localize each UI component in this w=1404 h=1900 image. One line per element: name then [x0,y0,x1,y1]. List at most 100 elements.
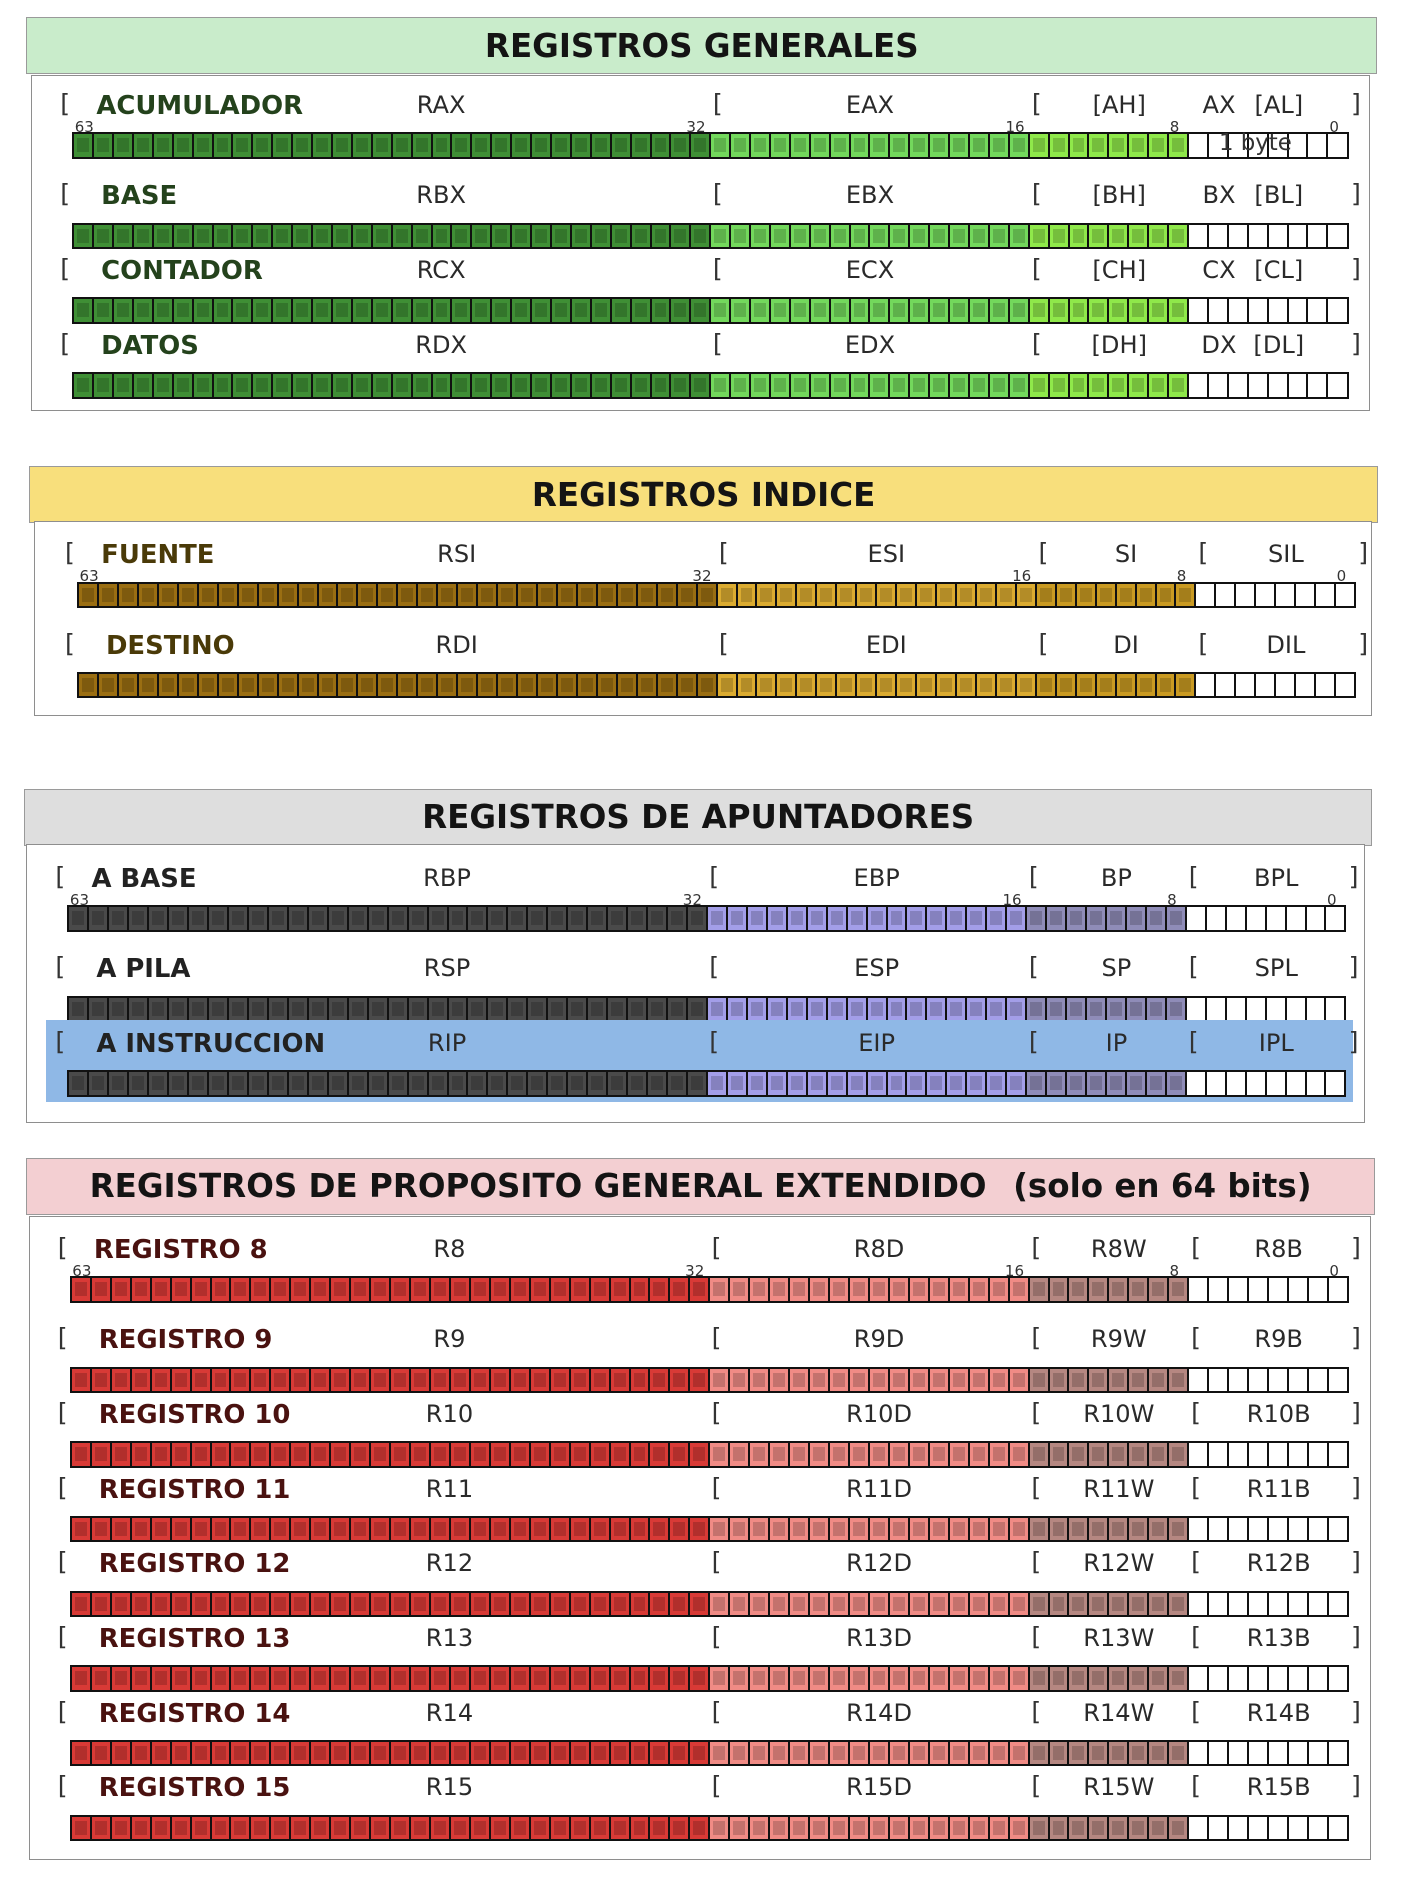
bit-cell [570,1278,591,1301]
bit-cell [470,1517,491,1541]
bit-cell [750,1517,771,1541]
bit-cell [830,1592,850,1616]
bit-cell [530,1368,551,1392]
bit-cell [1308,1741,1329,1765]
bit-cell [450,1592,471,1616]
bit-cell [91,1741,112,1765]
bit-cell [268,1072,289,1095]
bit-cell [1229,1816,1250,1840]
bit-cell [518,673,538,697]
bit-cell [830,1443,850,1466]
bit-cell [690,1368,711,1392]
bit-cell [391,1667,412,1690]
bit-cell [1126,1072,1147,1095]
bit-cell [730,1816,751,1840]
bit-cell [368,907,389,930]
bit-cell [670,1517,691,1541]
bit-cell [1209,1592,1230,1616]
bit-cell [568,1072,589,1095]
bracket: [ [1031,179,1042,209]
bit-cell [949,1816,970,1840]
bit-cell [418,673,439,697]
bit-cell [1106,997,1127,1021]
bit-cell [268,907,289,930]
bit-cell [690,1517,711,1541]
bit-cell [153,374,174,397]
bit-cell [1027,997,1048,1021]
bit-cell [909,1816,930,1840]
bit-cell [430,1517,451,1541]
bit-cell [1269,1816,1289,1840]
bit-cell [372,134,393,157]
bracket: ] [1358,628,1369,658]
bit-cell [969,1278,990,1301]
bit-cell [987,907,1008,930]
bit-cell [1009,1667,1030,1690]
bit-cell [949,1667,970,1690]
bit-cell [1129,1278,1150,1301]
bit-cell [969,1368,990,1392]
bit-cell [989,1592,1010,1616]
bit-cell [1208,224,1229,248]
bit-cell [890,134,911,157]
bit-cell [810,299,831,322]
bit-cell [989,374,1010,397]
bit-cell [830,1816,850,1840]
bit-cell [450,1517,471,1541]
bit-cell [371,1741,392,1765]
bit-cell [630,1368,651,1392]
bit-cell [1228,224,1249,248]
register-name: R11D [846,1474,913,1503]
bit-cell [438,583,459,607]
bit-cell [707,907,728,930]
bit-cell [99,673,119,697]
bit-cell [392,224,413,248]
bit-cell [710,1368,731,1392]
bit-cell [118,673,139,697]
bit-cell [1326,1072,1345,1095]
bit-cell [757,673,778,697]
bit-cell [211,1443,232,1466]
bit-cell [352,224,373,248]
register-name: R12 [425,1549,474,1578]
bit-cell [610,1667,631,1690]
bit-cell [372,299,393,322]
bit-cell [677,583,698,607]
bit-cell [311,1443,332,1466]
bit-cell [258,583,279,607]
bit-cell [1209,1667,1230,1690]
bracket: ] [1358,538,1369,568]
register-name: [BH] [1092,181,1146,210]
bit-cell [1136,583,1157,607]
bit-position-label: 8 [1176,567,1187,586]
bit-cell [91,1443,112,1466]
bracket: [ [57,1696,68,1726]
bit-cell [251,1667,272,1690]
bit-cell [687,907,708,930]
bit-cell [490,1517,511,1541]
register-bits-bar [69,1276,1349,1303]
bracket: [ [1031,1621,1042,1651]
register-bits-bar [72,372,1349,399]
bit-cell [398,673,419,697]
bit-cell [790,1667,811,1690]
bit-cell [1288,1667,1309,1690]
bit-cell [1029,1517,1050,1541]
bit-cell [950,299,971,322]
bit-cell [71,1667,92,1690]
bit-cell [907,907,928,930]
bit-cell [717,583,738,607]
bit-cell [231,1517,252,1541]
register-label: ACUMULADOR [96,91,304,122]
bit-cell [1188,299,1209,322]
bit-cell [510,1816,531,1840]
bit-cell [1169,134,1189,157]
bit-cell [211,1278,232,1301]
bit-cell [571,374,592,397]
section-title: REGISTROS DE APUNTADORES [422,798,975,837]
bit-cell [1029,299,1050,322]
bit-cell [710,1443,731,1466]
bit-cell [570,1741,591,1765]
bit-cell [1049,134,1070,157]
bit-cell [392,299,413,322]
